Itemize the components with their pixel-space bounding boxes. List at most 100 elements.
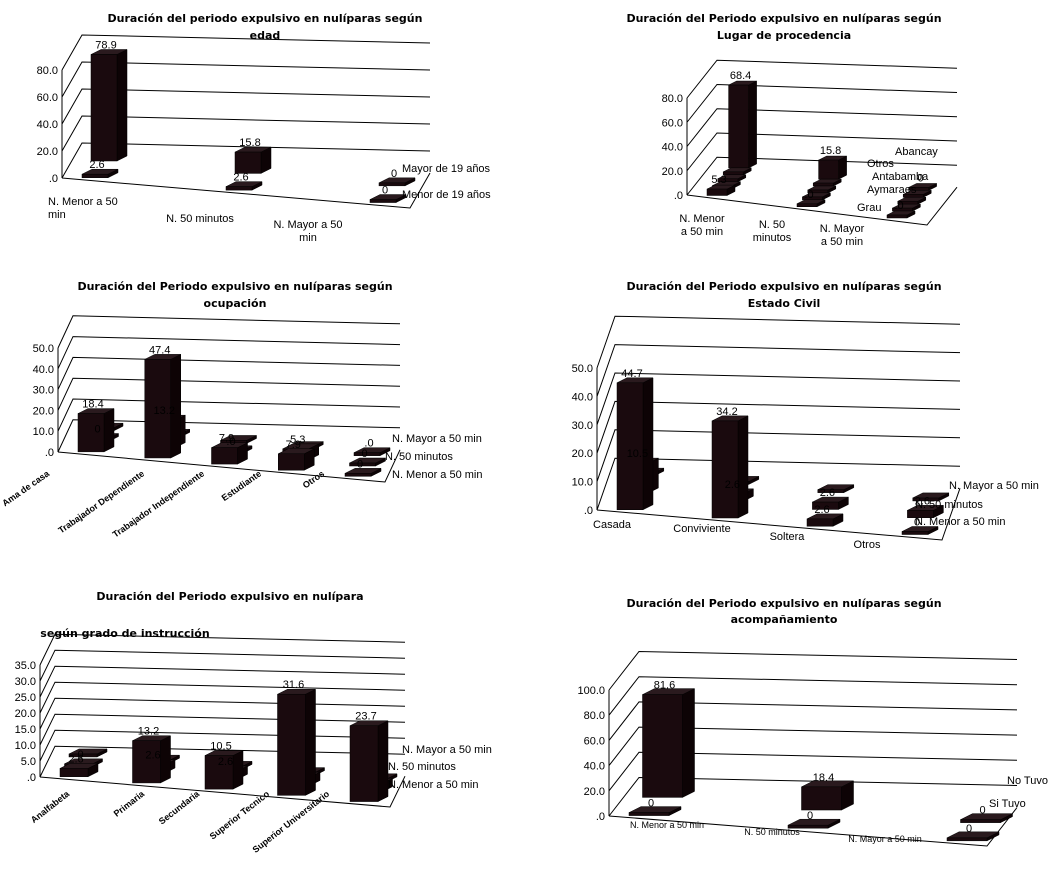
data-label: 34.2 bbox=[716, 406, 737, 418]
chart-title: Duración del Periodo expulsivo en nulípa… bbox=[96, 590, 363, 603]
bar bbox=[817, 489, 845, 493]
data-label: .0 bbox=[226, 436, 235, 448]
bar bbox=[90, 54, 118, 162]
category-label: Soltera bbox=[770, 531, 806, 543]
gridline bbox=[608, 751, 1018, 792]
y-tick-label: 80.0 bbox=[37, 65, 58, 77]
category-label: N. Menor a 50 min bbox=[630, 820, 704, 830]
series-label: Otros bbox=[867, 158, 894, 170]
chart-subtitle: ocupación bbox=[204, 297, 267, 310]
y-tick-label: 25.0 bbox=[15, 692, 36, 704]
data-label: 2.6 bbox=[218, 756, 233, 768]
chart-title: Duración del Periodo expulsivo en nulípa… bbox=[626, 280, 941, 293]
bar bbox=[344, 473, 372, 477]
category-label: Primaria bbox=[112, 788, 147, 819]
y-tick-label: .0 bbox=[584, 505, 593, 517]
data-label: 7.9 bbox=[219, 433, 234, 445]
y-tick-label: .0 bbox=[674, 190, 683, 202]
gridline bbox=[686, 156, 958, 196]
bar bbox=[349, 462, 376, 467]
category-label: Estudiante bbox=[220, 468, 263, 503]
chart-panel-instruccion: Duración del Periodo expulsivo en nulípa… bbox=[0, 580, 527, 883]
bar bbox=[886, 214, 908, 219]
bar bbox=[907, 510, 934, 518]
category-label: N. Menor a 50 min bbox=[679, 213, 725, 238]
gridlines bbox=[61, 34, 431, 179]
y-tick-label: 30.0 bbox=[15, 676, 36, 688]
gridline bbox=[596, 315, 961, 369]
gridline bbox=[39, 681, 406, 714]
y-tick-label: 10.0 bbox=[572, 477, 593, 489]
data-label: 0 bbox=[966, 823, 972, 835]
data-label: 13.2 bbox=[154, 405, 175, 417]
chart-title: Duración del periodo expulsivo en nulípa… bbox=[108, 12, 423, 25]
data-label: 5.3 bbox=[711, 174, 726, 186]
series-label: No Tuvo bbox=[1007, 775, 1048, 787]
bar bbox=[901, 531, 929, 535]
series-label: N. 50 minutos bbox=[385, 451, 453, 463]
data-label: 0 bbox=[361, 448, 367, 460]
data-label: 2.6 bbox=[233, 172, 248, 184]
chart-edad: Duración del periodo expulsivo en nulípa… bbox=[37, 12, 492, 244]
category-label: N. Mayor a 50 min bbox=[848, 834, 922, 844]
y-tick-label: 30.0 bbox=[572, 420, 593, 432]
gridline bbox=[608, 650, 1018, 691]
y-tick-label: 30.0 bbox=[33, 385, 54, 397]
y-tick-label: 5.0 bbox=[21, 756, 36, 768]
gridline bbox=[61, 61, 431, 98]
chart-panel-estado-civil: Duración del Periodo expulsivo en nulípa… bbox=[527, 270, 1054, 560]
chart-subtitle: acompañamiento bbox=[731, 613, 838, 626]
bar bbox=[369, 199, 397, 203]
data-label: 0 bbox=[382, 185, 388, 197]
bars bbox=[59, 688, 398, 802]
data-label: 44.7 bbox=[621, 368, 642, 380]
gridlines bbox=[596, 315, 961, 511]
y-tick-label: 40.0 bbox=[662, 142, 683, 154]
category-label: Otros bbox=[854, 539, 881, 551]
y-tick-label: 20.0 bbox=[33, 405, 54, 417]
chart-subtitle: Lugar de procedencia bbox=[717, 29, 851, 42]
category-label: N. 50 minutos bbox=[753, 219, 792, 244]
y-tick-label: .0 bbox=[27, 772, 36, 784]
category-label: Conviviente bbox=[673, 523, 730, 535]
bar-side bbox=[737, 415, 749, 519]
bar bbox=[277, 693, 306, 796]
bar bbox=[278, 453, 305, 471]
data-label: .0 bbox=[894, 200, 903, 212]
gridline bbox=[596, 400, 961, 454]
chart-ocupacion: Duración del Periodo expulsivo en nulípa… bbox=[0, 280, 482, 539]
chart-acompanamiento: Duración del Periodo expulsivo en nulípa… bbox=[577, 597, 1048, 847]
bar bbox=[728, 84, 749, 169]
chart-estado-civil: Duración del Periodo expulsivo en nulípa… bbox=[572, 280, 1039, 551]
y-tick-label: 60.0 bbox=[662, 117, 683, 129]
chart-panel-ocupacion: Duración del Periodo expulsivo en nulípa… bbox=[0, 270, 527, 560]
data-label: .0 bbox=[364, 438, 373, 450]
category-label: Secundaria bbox=[157, 788, 202, 826]
gridline bbox=[686, 108, 958, 147]
y-tick-label: 20.0 bbox=[572, 448, 593, 460]
bar bbox=[946, 837, 988, 842]
floor-edge bbox=[57, 449, 401, 483]
gridline bbox=[57, 419, 401, 453]
floor-edge bbox=[61, 172, 431, 209]
category-label: N. Mayor a 50 min bbox=[820, 223, 865, 248]
gridline bbox=[596, 372, 961, 425]
y-tick-label: 40.0 bbox=[584, 761, 605, 773]
bar-side bbox=[377, 720, 389, 802]
chart-panel-edad: Duración del periodo expulsivo en nulípa… bbox=[0, 0, 527, 250]
chart-panel-procedencia: Duración del Periodo expulsivo en nulípa… bbox=[527, 0, 1054, 265]
bar bbox=[806, 518, 834, 527]
bar-side bbox=[305, 688, 316, 796]
y-tick-label: 60.0 bbox=[37, 92, 58, 104]
gridlines bbox=[57, 315, 401, 453]
category-label: Casada bbox=[593, 519, 632, 531]
data-label: 2.6 bbox=[145, 750, 160, 762]
bar bbox=[787, 824, 829, 829]
series-label: N. Mayor a 50 min bbox=[392, 433, 482, 445]
bar bbox=[144, 359, 171, 459]
data-label: 13.2 bbox=[138, 726, 159, 738]
gridline bbox=[608, 676, 1018, 716]
data-label: 0 bbox=[94, 424, 100, 436]
series-label: Si Tuvo bbox=[989, 798, 1026, 810]
y-tick-label: .0 bbox=[49, 173, 58, 185]
